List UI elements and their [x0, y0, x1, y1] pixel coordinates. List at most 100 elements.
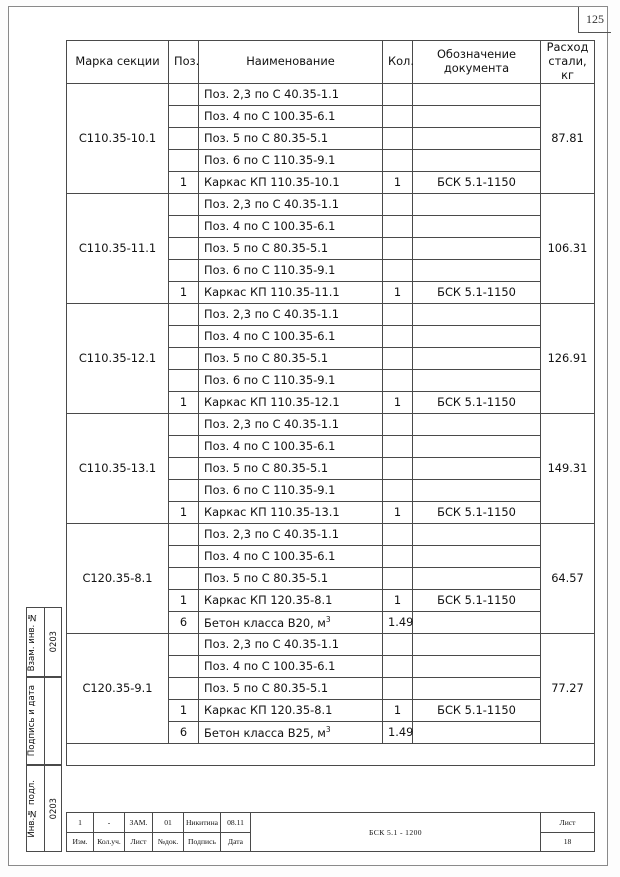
header-doc-line2: документа [443, 60, 510, 75]
tb-sheet-number: 18 [540, 831, 595, 852]
cell-quantity [382, 434, 413, 458]
left-margin-strip: Взам. инв. № 0203 Подпись и дата Инв.№ п… [26, 607, 62, 852]
cell-quantity: 1 [382, 170, 413, 194]
cell-document-code [412, 346, 541, 370]
cell-document-code [412, 148, 541, 172]
tb-value-data: 08.11 [220, 812, 251, 833]
cell-quantity [382, 148, 413, 172]
cell-document-code [412, 676, 541, 700]
cell-position [168, 368, 199, 392]
cell-position [168, 566, 199, 590]
cell-quantity: 1.49 [382, 610, 413, 634]
cell-name: Поз. 2,3 по С 40.35-1.1 [198, 82, 383, 106]
header-pos: Поз. [168, 40, 199, 84]
cell-name: Каркас КП 110.35-12.1 [198, 390, 383, 414]
cell-name: Поз. 6 по С 110.35-9.1 [198, 368, 383, 392]
cell-position [168, 302, 199, 326]
cell-document-code [412, 236, 541, 260]
table-row: Поз. 4 по С 100.35-6.1 [67, 434, 595, 458]
tb-value-ndok: 01 [152, 812, 184, 833]
cell-document-code [412, 412, 541, 436]
table-header: Марка секции Поз. Наименование Кол. Обоз… [66, 40, 595, 84]
cell-name: Поз. 2,3 по С 40.35-1.1 [198, 192, 383, 216]
table-row: С110.35-12.1 Поз. 2,3 по С 40.35-1.1 126.9… [66, 302, 595, 414]
cell-document-code: БСК 5.1-1150 [412, 170, 541, 194]
cell-name: Поз. 5 по С 80.35-5.1 [198, 676, 383, 700]
margin-divider [44, 608, 45, 676]
margin-value-podpis-wrap [44, 678, 61, 764]
table-row: 1 Каркас КП 110.35-12.1 1 БСК 5.1-1150 [67, 390, 595, 414]
margin-label-podpis: Подпись и дата [27, 685, 37, 757]
cell-position [168, 324, 199, 348]
cell-document-code [412, 544, 541, 568]
table-spacer-row [66, 742, 595, 766]
cell-position [168, 654, 199, 678]
table-row: Поз. 4 по С 100.35-6.1 [67, 544, 595, 568]
cell-quantity [382, 324, 413, 348]
cell-quantity [382, 566, 413, 590]
table-row: 1 Каркас КП 110.35-11.1 1 БСК 5.1-1150 [67, 280, 595, 304]
table-row: Поз. 6 по С 110.35-9.1 [67, 148, 595, 172]
cell-position: 1 [168, 390, 199, 414]
cell-name: Поз. 4 по С 100.35-6.1 [198, 214, 383, 238]
cell-name: Поз. 4 по С 100.35-6.1 [198, 324, 383, 348]
cell-name: Поз. 2,3 по С 40.35-1.1 [198, 302, 383, 326]
cell-name-superscript: 3 [325, 614, 331, 624]
tb-value-list: ЗАМ. [124, 812, 153, 833]
table-row: 1 Каркас КП 120.35-8.1 1 БСК 5.1-1150 [67, 698, 595, 722]
table-row: Поз. 6 по С 110.35-9.1 [67, 368, 595, 392]
cell-steel-consumption: 77.27 [540, 632, 595, 744]
cell-document-code [412, 368, 541, 392]
cell-document-code: БСК 5.1-1150 [412, 588, 541, 612]
cell-position [168, 544, 199, 568]
table-row: Поз. 5 по С 80.35-5.1 [67, 456, 595, 480]
cell-quantity: 1 [382, 280, 413, 304]
cell-quantity [382, 632, 413, 656]
cell-name: Поз. 5 по С 80.35-5.1 [198, 456, 383, 480]
cell-position [168, 236, 199, 260]
cell-quantity: 1 [382, 390, 413, 414]
cell-position: 1 [168, 280, 199, 304]
cell-document-code [412, 434, 541, 458]
table-row: Поз. 6 по С 110.35-9.1 [67, 258, 595, 282]
cell-quantity [382, 654, 413, 678]
cell-quantity [382, 192, 413, 216]
cell-quantity [382, 82, 413, 106]
header-kol: Кол. [382, 40, 414, 84]
cell-name: Каркас КП 120.35-8.1 [198, 698, 383, 722]
cell-section-mark: С120.35-9.1 [66, 632, 169, 744]
cell-position [168, 126, 199, 150]
cell-name: Поз. 2,3 по С 40.35-1.1 [198, 632, 383, 656]
header-name: Наименование [198, 40, 383, 84]
header-steel-line2: стали, кг [548, 53, 587, 82]
cell-quantity [382, 676, 413, 700]
table-row: Поз. 5 по С 80.35-5.1 [67, 676, 595, 700]
cell-position [168, 676, 199, 700]
cell-section-mark: С110.35-12.1 [66, 302, 169, 414]
table-row: 6 Бетон класса В25, м3 1.49 [67, 720, 595, 744]
table-row: Поз. 4 по С 100.35-6.1 [67, 654, 595, 678]
cell-section-mark: С110.35-10.1 [66, 82, 169, 194]
margin-value-inv-wrap: 0203 [44, 766, 61, 851]
cell-name: Бетон класса В25, м3 [198, 720, 383, 744]
title-block: 1 - ЗАМ. 01 Никитина 08.11 БСК 5.1 - 120… [66, 812, 595, 852]
cell-document-code [412, 104, 541, 128]
cell-section-mark: С120.35-8.1 [66, 522, 169, 634]
cell-position [168, 412, 199, 436]
cell-name: Поз. 5 по С 80.35-5.1 [198, 236, 383, 260]
tb-value-izm: 1 [66, 812, 94, 833]
cell-position: 6 [168, 610, 199, 634]
cell-document-code [412, 720, 541, 744]
cell-position [168, 192, 199, 216]
cell-steel-consumption: 149.31 [540, 412, 595, 524]
cell-position: 6 [168, 720, 199, 744]
cell-document-code: БСК 5.1-1150 [412, 280, 541, 304]
cell-name: Поз. 2,3 по С 40.35-1.1 [198, 522, 383, 546]
cell-quantity [382, 456, 413, 480]
tb-label-ndok: №док. [152, 831, 184, 852]
cell-document-code [412, 126, 541, 150]
header-mark: Марка секции [66, 40, 169, 84]
page-number: 125 [578, 7, 611, 33]
cell-position [168, 522, 199, 546]
tb-label-podpis: Подпись [183, 831, 221, 852]
